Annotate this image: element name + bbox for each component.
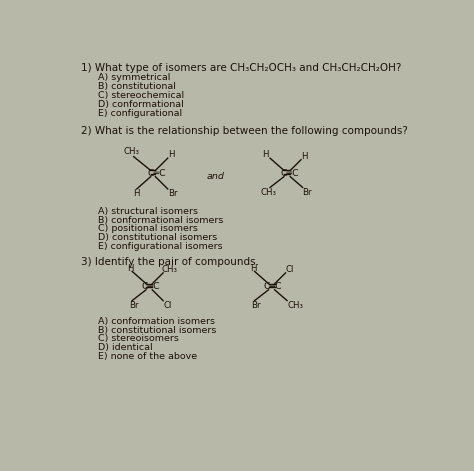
Text: CH₃: CH₃ [124, 147, 139, 156]
Text: D) identical: D) identical [98, 343, 153, 352]
Text: A) symmetrical: A) symmetrical [98, 73, 170, 82]
Text: A) conformation isomers: A) conformation isomers [98, 317, 215, 326]
Text: A) structural isomers: A) structural isomers [98, 207, 198, 216]
Text: D) constitutional isomers: D) constitutional isomers [98, 233, 217, 242]
Text: Br: Br [168, 189, 177, 198]
Text: C) stereochemical: C) stereochemical [98, 91, 184, 100]
Text: E) configurational: E) configurational [98, 109, 182, 118]
Text: CH₃: CH₃ [287, 301, 303, 310]
Text: B) constitutional: B) constitutional [98, 82, 176, 91]
Text: E) configurational isomers: E) configurational isomers [98, 242, 223, 251]
Text: E) none of the above: E) none of the above [98, 352, 197, 361]
Text: C) positional isomers: C) positional isomers [98, 224, 198, 233]
Text: 1) What type of isomers are CH₃CH₂OCH₃ and CH₃CH₂CH₂OH?: 1) What type of isomers are CH₃CH₂OCH₃ a… [81, 63, 401, 73]
Text: 2) What is the relationship between the following compounds?: 2) What is the relationship between the … [81, 126, 408, 136]
Text: H: H [301, 152, 308, 161]
Text: 3) Identify the pair of compounds.: 3) Identify the pair of compounds. [81, 257, 259, 267]
Text: CH₃: CH₃ [162, 265, 178, 274]
Text: H: H [250, 264, 256, 273]
Text: H: H [133, 189, 139, 198]
Text: Cl: Cl [163, 301, 172, 310]
Text: C) stereoisomers: C) stereoisomers [98, 334, 179, 343]
Text: C═C: C═C [281, 169, 300, 178]
Text: Br: Br [129, 301, 138, 310]
Text: CH₃: CH₃ [261, 188, 277, 197]
Text: D) conformational: D) conformational [98, 100, 184, 109]
Text: C═C: C═C [264, 282, 283, 291]
Text: H: H [168, 150, 174, 160]
Text: Br: Br [302, 188, 312, 197]
Text: C═C: C═C [147, 169, 166, 178]
Text: H: H [128, 264, 134, 273]
Text: B) constitutional isomers: B) constitutional isomers [98, 325, 216, 334]
Text: H: H [262, 150, 269, 160]
Text: C═C: C═C [141, 282, 160, 291]
Text: Cl: Cl [285, 265, 294, 274]
Text: B) conformational isomers: B) conformational isomers [98, 216, 223, 225]
Text: and: and [207, 172, 224, 181]
Text: Br: Br [251, 301, 261, 310]
